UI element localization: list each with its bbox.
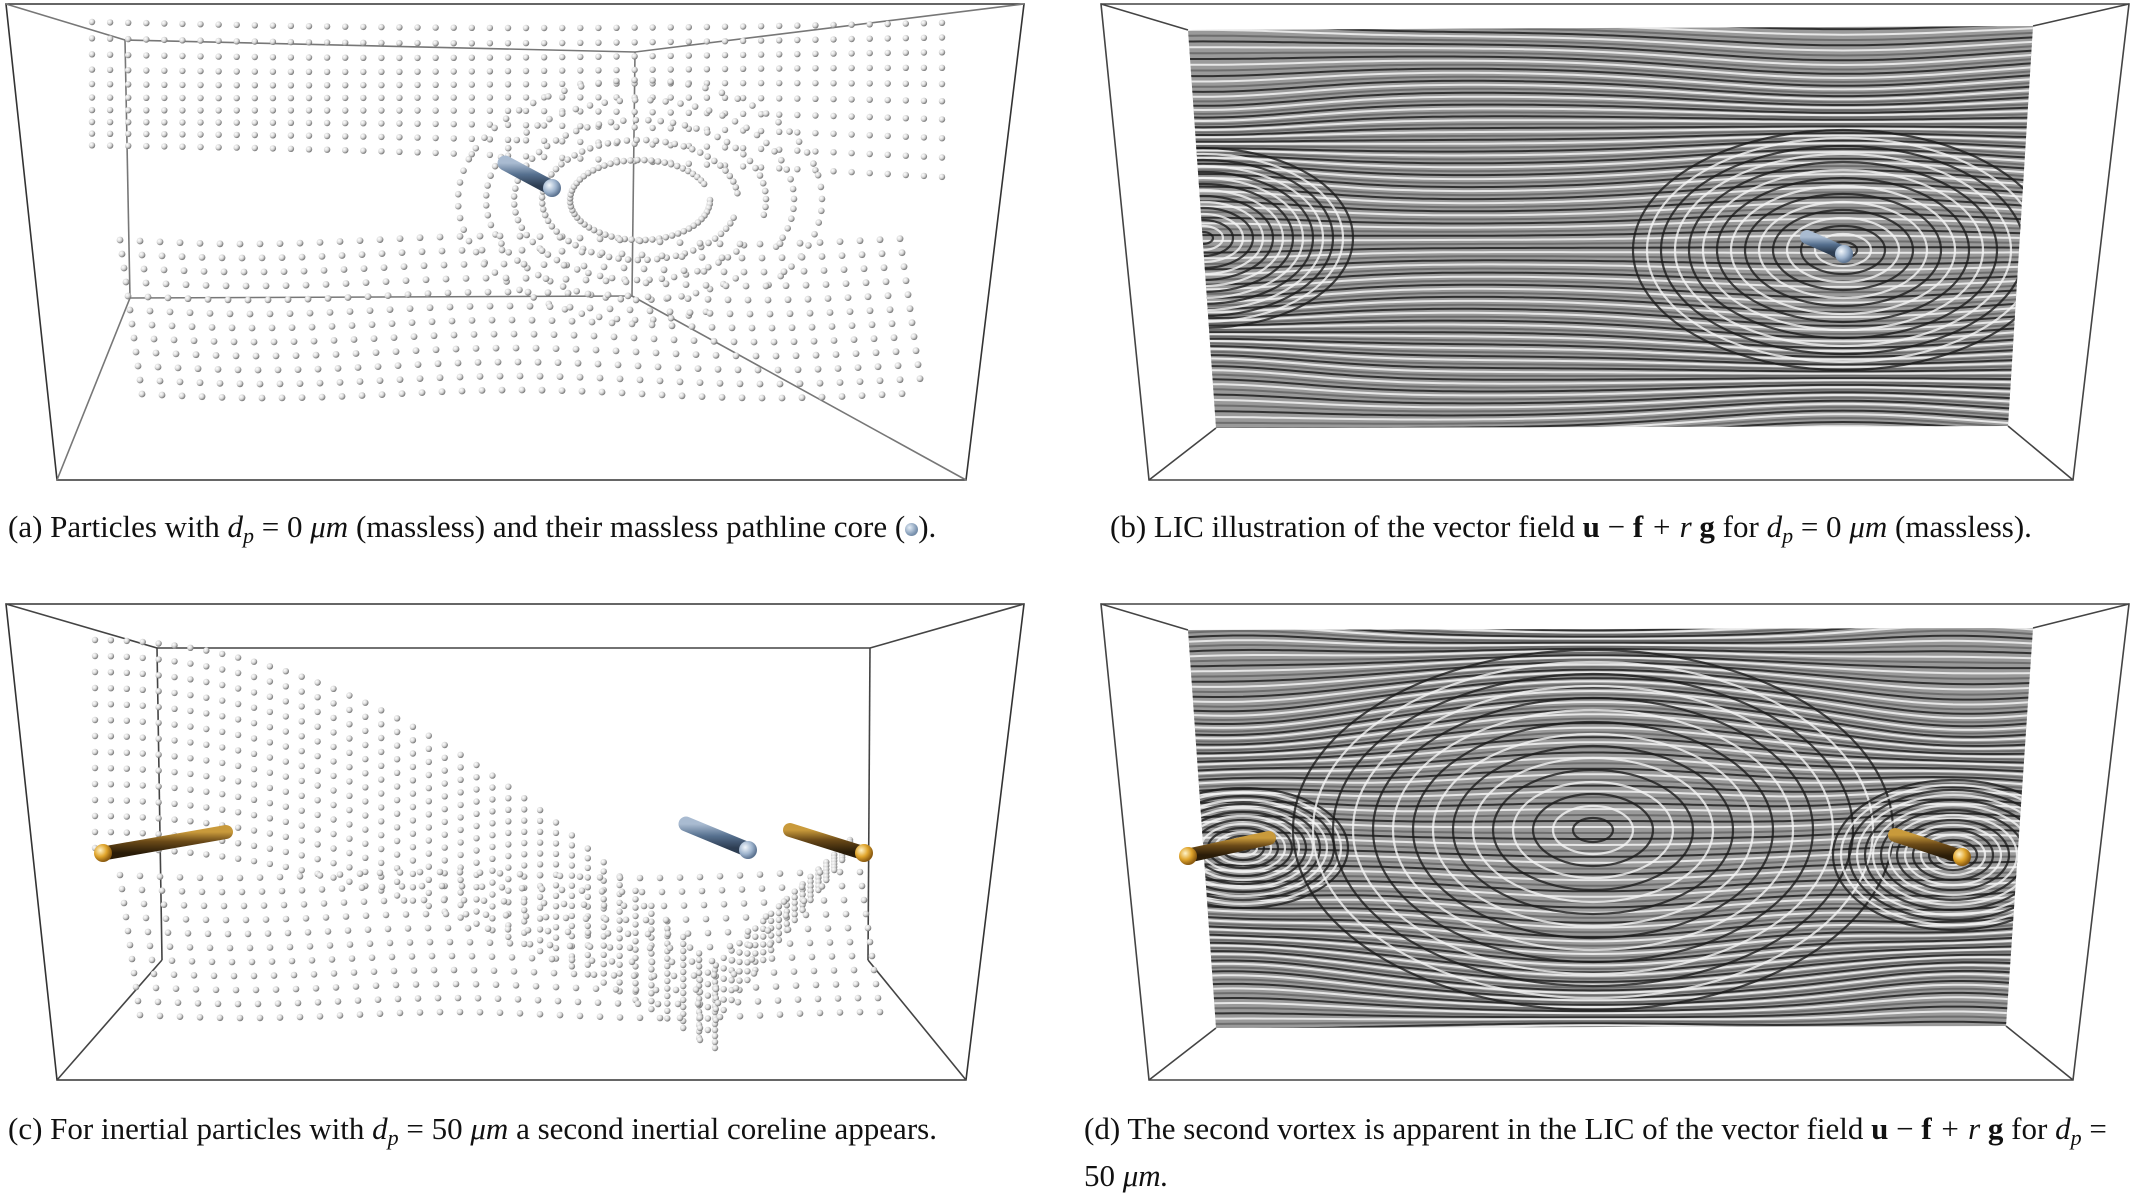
caption-c: (c) For inertial particles with dp = 50 … — [8, 1110, 937, 1157]
caption-c-unit: μm — [470, 1111, 509, 1146]
caption-b: (b) LIC illustration of the vector field… — [1110, 508, 2032, 555]
caption-b-plus-r: + r — [1650, 509, 1692, 544]
bounding-box-a — [5, 3, 1025, 481]
bounding-box-d — [1100, 603, 2130, 1081]
lic-texture-d — [1188, 628, 2033, 1028]
caption-c-text-1: For inertial particles with — [50, 1111, 365, 1146]
panel-c-image — [0, 600, 1030, 1090]
inertial-coreline-right-d — [1888, 828, 1971, 866]
caption-d-sub: p — [2070, 1125, 2082, 1150]
caption-b-var: d — [1766, 509, 1783, 544]
caption-c-sub: p — [387, 1125, 399, 1150]
caption-b-label: (b) — [1110, 509, 1147, 544]
caption-b-f: f — [1632, 509, 1644, 544]
caption-b-text-2: for — [1722, 509, 1759, 544]
panel-d-image — [1093, 600, 2136, 1090]
caption-d-u: u — [1871, 1111, 1889, 1146]
caption-b-unit: μm — [1849, 509, 1888, 544]
caption-c-eq: = 50 — [406, 1111, 463, 1146]
inertial-coreline-left-d — [1179, 831, 1276, 865]
caption-d-f: f — [1921, 1111, 1932, 1146]
caption-a-text-1: Particles with — [50, 509, 220, 544]
caption-d: (d) The second vortex is apparent in the… — [1084, 1110, 2129, 1195]
caption-c-label: (c) — [8, 1111, 43, 1146]
inertial-coreline-right-c — [783, 823, 873, 862]
caption-d-text-1: The second vortex is apparent in the LIC… — [1127, 1111, 1864, 1146]
caption-d-plus-r: + r — [1939, 1111, 1981, 1146]
caption-b-sub: p — [1782, 523, 1794, 548]
inertial-coreline-left-c — [94, 825, 233, 862]
particle-field-c — [91, 636, 884, 1052]
panel-a-image — [0, 0, 1030, 490]
caption-a-text-2: (massless) and their massless pathline c… — [355, 509, 906, 544]
caption-d-unit: μm. — [1122, 1158, 1169, 1193]
caption-b-u: u — [1582, 509, 1600, 544]
caption-d-var: d — [2055, 1111, 2071, 1146]
caption-b-text-3: (massless). — [1895, 509, 2032, 544]
caption-a-var: d — [227, 509, 244, 544]
massless-coreline-b — [1800, 230, 1853, 263]
particle-field-a — [88, 18, 946, 402]
caption-d-minus: − — [1896, 1111, 1914, 1146]
massless-coreline-c — [678, 816, 757, 859]
caption-b-eq: = 0 — [1800, 509, 1842, 544]
lic-texture-b — [1188, 26, 2033, 428]
caption-d-g: g — [1987, 1111, 2004, 1146]
caption-b-text-1: LIC illustration of the vector field — [1153, 509, 1575, 544]
caption-a-label: (a) — [8, 509, 43, 544]
bounding-box-b — [1100, 3, 2130, 481]
massless-core-legend-icon — [905, 523, 919, 536]
caption-d-label: (d) — [1084, 1111, 1121, 1146]
caption-a-eq: = 0 — [261, 509, 303, 544]
caption-a-unit: μm — [310, 509, 349, 544]
caption-c-var: d — [372, 1111, 388, 1146]
caption-a: (a) Particles with dp = 0 μm (massless) … — [8, 508, 936, 555]
massless-coreline-a — [497, 155, 561, 197]
caption-c-text-2: a second inertial coreline appears. — [516, 1111, 937, 1146]
caption-d-text-2: for — [2011, 1111, 2048, 1146]
panel-b-image — [1093, 0, 2136, 490]
caption-a-sub: p — [243, 523, 255, 548]
caption-b-g: g — [1699, 509, 1715, 544]
caption-b-minus: − — [1607, 509, 1626, 544]
caption-a-text-3: ). — [918, 509, 937, 544]
